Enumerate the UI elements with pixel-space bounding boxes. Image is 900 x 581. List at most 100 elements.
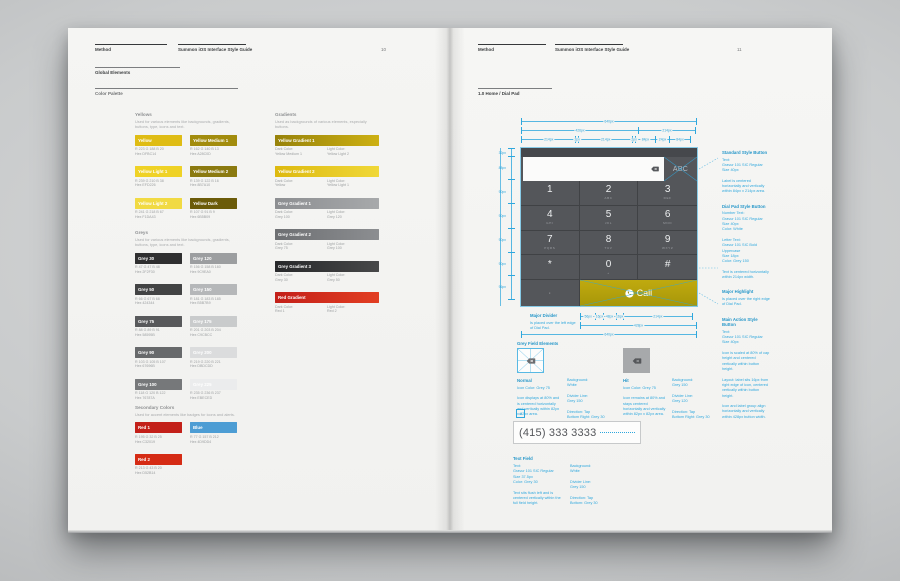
color-swatch: Red 1 R 195 G 32 B 25 Hex C32019 (135, 422, 182, 444)
swatch-hex: Hex DBDCDD (190, 364, 213, 369)
dimension-label: 2px (573, 137, 581, 142)
gradient-swatch: Yellow Gradient 2 Dark Color: Yellow Lig… (275, 166, 379, 188)
color-swatch: Grey 120 R 156 G 158 B 160 Hex 9C9EA0 (190, 252, 237, 275)
dimension-segment: 426px (521, 127, 639, 134)
key-digit: 3 (664, 184, 671, 196)
color-swatch: Grey 225 R 235 G 236 B 237 Hex EBECED (190, 378, 237, 401)
dimension-segment: 214px (521, 136, 577, 143)
number-entry-field (523, 157, 664, 181)
gradient-dark-col: Dark Color: Grey 30 (275, 273, 327, 282)
swatch-hex: Hex DFBC14 (135, 151, 157, 156)
light-color-label: Light Color: (327, 273, 346, 278)
dialpad-key: 1 (521, 181, 580, 206)
secondary-colors-group: Secondary Colors Used for accent element… (135, 405, 237, 475)
dimension-label: 2px (630, 137, 638, 142)
color-swatch: Grey 200 R 219 G 220 B 221 Hex DBDCDD (190, 347, 237, 369)
subsection-title: Color Palette (95, 91, 123, 96)
swatch-rgb: R 241 G 218 B 67 (135, 210, 164, 215)
key-digit: * (547, 258, 552, 270)
dimension-label: 640px (603, 119, 615, 124)
swatch-bar: Grey 120 (190, 252, 237, 264)
swatch-rgb: R 213 G 43 B 20 (135, 466, 162, 471)
gradient-swatch: Grey Gradient 3 Dark Color: Grey 30 Ligh… (275, 260, 379, 283)
key-digit: 4 (547, 209, 553, 221)
swatch-hex: Hex D52B14 (135, 471, 156, 476)
dimension-column-left: 32px 88px 90px 90px 90px 90px 96px (499, 148, 515, 306)
swatch-caption: Dark Color: Yellow Light Color: Yellow L… (275, 179, 379, 188)
color-swatch: Yellow R 223 G 188 B 20 Hex DFBC14 (135, 134, 182, 157)
grey-field-hit-specs: Background: Grey 150 Divider Line: Grey … (672, 378, 712, 421)
dimension-segment: 214px (622, 313, 693, 320)
swatch-caption: R 156 G 158 B 160 Hex 9C9EA0 (190, 265, 237, 274)
greys-grid: Grey 30 R 47 G 47 B 48 Hex 2F2F30 Grey 1… (135, 252, 237, 401)
gradient-swatch: Red Gradient Dark Color: Red 1 Light Col… (275, 292, 379, 314)
gradient-dark-col: Dark Color: Grey 100 (275, 210, 327, 219)
color-swatch: Yellow Medium 1 R 162 G 140 B 13 Hex A28… (190, 134, 237, 157)
dimension-label: 428px (632, 323, 645, 328)
dimension-label: 90px (498, 189, 506, 194)
backspace-icon (632, 357, 641, 364)
dialpad-key: 4 GHI (521, 205, 580, 231)
dialpad-key: # (638, 255, 697, 280)
swatch-rgb: R 77 G 157 B 212 (190, 434, 219, 439)
section-rule (478, 88, 552, 89)
text-field-note-title: Text Field (513, 456, 633, 464)
dimension-segment: 84px (668, 136, 691, 143)
group-title: Gradients (275, 112, 297, 117)
dialpad-key: 2 ABC (579, 181, 639, 206)
swatch-bar: Yellow Dark (190, 197, 237, 209)
key-digit: 9 (664, 233, 671, 245)
swatch-bar: Grey Gradient 3 (275, 260, 379, 272)
annotation-block: Major Highlight Is placed over the right… (722, 289, 770, 307)
dimension-label: 426px (574, 128, 586, 133)
key-digit: 2 (605, 184, 612, 196)
dark-color-label: Dark Color: (275, 210, 294, 215)
swatch-hex: Hex 4D9DD4 (190, 439, 212, 444)
light-color-value: Grey 120 (327, 214, 342, 219)
dark-color-value: Grey 75 (275, 246, 288, 251)
dimension-segment: 640px (521, 331, 697, 338)
dark-color-value: Red 1 (275, 309, 285, 314)
dialpad-keys-grid: 1 2 ABC 3 DEF 4 GHI 5 JKL (521, 181, 697, 280)
swatch-rgb: R 201 G 203 B 204 (190, 328, 221, 333)
swatch-hex: Hex EBECED (190, 395, 213, 400)
yellows-grid: Yellow R 223 G 188 B 20 Hex DFBC14 Yello… (135, 134, 237, 220)
greys-group: Greys Used for various elements like bac… (135, 230, 237, 400)
swatch-bar: Red 1 (135, 422, 182, 434)
phone-number-field: (415) 333 3333 (513, 421, 641, 444)
annotation-title: Hit (623, 378, 629, 383)
right-page: Method Summon iOS Interface Style Guide … (450, 28, 832, 530)
swatch-hex: Hex 9C9EA0 (190, 269, 211, 274)
annotation-block: Main Action Style Button Text: Gravur 10… (722, 317, 770, 420)
swatch-caption: R 88 G 89 B 91 Hex 58595B (135, 328, 182, 337)
annotation-title: Major Highlight (722, 289, 754, 295)
left-header-brand: Method (95, 44, 167, 52)
annotation-body: Number Text: Gravur 101 SIC Regular Size… (722, 211, 769, 280)
dark-color-label: Dark Color: (275, 273, 294, 278)
swatch-caption: R 181 G 183 B 185 Hex B5B7B9 (190, 297, 237, 306)
swatch-bar: Red 2 (135, 453, 182, 465)
backspace-hit-state (623, 348, 650, 373)
swatch-bar: Yellow Medium 2 (190, 166, 237, 178)
key-letters: PQRS (544, 245, 556, 250)
page-number: 11 (737, 47, 742, 52)
swatch-caption: R 66 G 67 B 68 Hex 424344 (135, 297, 182, 306)
color-swatch: Grey 50 R 66 G 67 B 68 Hex 424344 (135, 284, 182, 306)
annotation-title: Main Action Style Button (722, 316, 758, 328)
key-letters: WXYZ (661, 245, 674, 250)
swatch-caption: R 118 G 120 B 122 Hex 76787A (135, 391, 182, 400)
dialpad-key: 8 TUV (579, 230, 639, 256)
swatch-bar: Blue (190, 422, 237, 434)
swatch-hex: Hex 8B7A10 (190, 183, 211, 188)
swatch-bar: Yellow Light 2 (135, 197, 182, 209)
swatch-bar: Red Gradient (275, 292, 379, 304)
section-title: Global Elements (95, 70, 131, 75)
annotation-body: Is placed over the left edge of Dial Pad… (530, 320, 576, 330)
annotation-title: Grey Field Elements (517, 341, 559, 346)
dimension-label: 214px (600, 137, 612, 142)
dimension-label: 214px (652, 314, 664, 319)
dialpad-key: * (521, 255, 580, 280)
grey-field-elements-title: Grey Field Elements (517, 341, 558, 349)
color-swatch: Grey 100 R 118 G 120 B 122 Hex 76787A (135, 378, 182, 401)
swatch-hex: Hex 424344 (135, 301, 155, 306)
